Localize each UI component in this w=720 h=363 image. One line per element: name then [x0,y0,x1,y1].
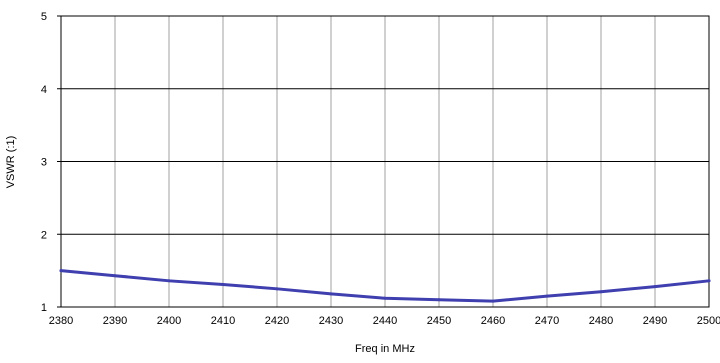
vswr-data-point [491,299,495,303]
x-tick-label: 2440 [373,315,397,327]
y-tick-label: 4 [41,84,47,96]
vswr-data-point [167,279,171,283]
x-tick-label: 2420 [265,315,289,327]
tick-labels: 2380 2390 2400 2410 2420 2430 2440 2450 2460 2470… [41,11,720,327]
vswr-data-point [545,294,549,298]
x-tick-label: 2460 [481,315,505,327]
vswr-data-point [221,282,225,286]
y-tick-label: 5 [41,11,47,23]
x-tick-label: 2430 [319,315,343,327]
x-tick-label: 2450 [427,315,451,327]
vswr-data-point [383,296,387,300]
vswr-data-point [113,274,117,278]
x-tick-label: 2380 [49,315,73,327]
plot-frame [60,15,710,308]
x-tick-label: 2500 [697,315,720,327]
x-tick-label: 2390 [103,315,127,327]
series-layer [59,269,711,303]
vswr-data-point [653,285,657,289]
vswr-data-point [599,290,603,294]
vswr-data-point [707,279,711,283]
y-axis-label: VSWR (:1) [5,136,17,189]
vswr-data-point [437,298,441,302]
x-tick-label: 2470 [535,315,559,327]
y-tick-label: 3 [41,157,47,169]
vswr-data-point [329,292,333,296]
x-tick-label: 2400 [157,315,181,327]
vswr-data-point [275,287,279,291]
y-tick-label: 1 [41,302,47,314]
y-tick-label: 2 [41,229,47,241]
vswr-data-point [59,269,63,273]
x-tick-label: 2480 [589,315,613,327]
grid [57,15,709,308]
x-tick-label: 2410 [211,315,235,327]
x-axis-label: Freq in MHz [355,343,415,355]
x-tick-label: 2490 [643,315,667,327]
